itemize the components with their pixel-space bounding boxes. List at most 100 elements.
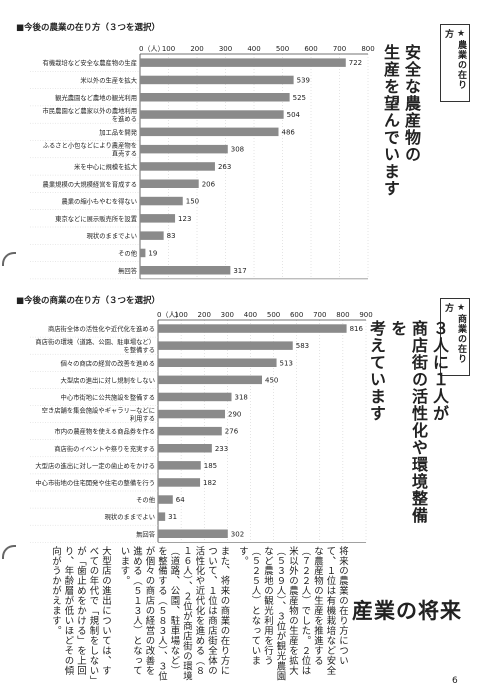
category-label: 個々の商店の経営の改善を進める	[61, 358, 155, 367]
bar	[158, 529, 228, 538]
bar	[140, 231, 164, 240]
tick-label: 200	[190, 45, 203, 53]
commerce-section-tag: ★商業の在り方	[440, 298, 470, 376]
article-paragraph: また、将来の商業の在り方について、１位は商店街全体の活性化や近代化を進める（８１…	[118, 546, 230, 682]
bar	[158, 375, 262, 385]
data-label: 513	[280, 359, 293, 367]
data-label: 290	[228, 411, 241, 419]
commerce-heading: ３人に１人が 商店街の活性化や環境整備を 考えています	[366, 320, 450, 534]
binder-mark-icon	[2, 545, 16, 559]
agriculture-heading: 安全な農産物の 生産を望んでいます	[380, 44, 422, 264]
category-label: 農業の縮小もやむを得ない	[61, 197, 137, 206]
bar	[158, 392, 232, 402]
bar	[158, 409, 226, 419]
tick-label: 500	[267, 311, 280, 319]
category-label: 加工品を開発	[99, 127, 137, 136]
bar	[140, 266, 231, 275]
category-label: 中心市街地の住宅開発や住宅の整備を行う	[35, 478, 155, 487]
tick-label: 700	[333, 45, 346, 53]
bar	[158, 478, 201, 487]
article-paragraph: 大型店の進出については、すべての年代で「規制をしない」が「歯止めをかける」を上回…	[50, 546, 111, 682]
tick-label: 900	[359, 311, 372, 319]
category-label: 市内の農産物を使える商品券を作る	[54, 427, 155, 436]
bar	[158, 324, 347, 333]
category-label: その他	[118, 248, 138, 257]
bar	[140, 162, 215, 171]
category-label: 有機栽培など安全な農産物の生産	[43, 58, 137, 67]
category-label: 大型店の進出に対し一定の歯止めをかける	[35, 461, 155, 470]
bar	[158, 426, 222, 436]
data-label: 302	[231, 530, 244, 538]
category-label: 中心市街地に公共施設を整備する	[61, 392, 155, 401]
category-label: 市民農園など農家以外の農地利用	[43, 106, 137, 115]
tick-label: 600	[304, 45, 317, 53]
tick-label: 500	[276, 45, 289, 53]
category-label: 商店街の環境（道路、公園、駐車場など）	[35, 337, 155, 346]
axis-unit-label: 0（人）	[139, 45, 164, 53]
bar	[158, 341, 293, 350]
binder-mark-icon	[2, 252, 16, 266]
tick-label: 100	[174, 311, 187, 319]
article-paragraph: 将来の農業の在り方につい て、１位は有機栽培など安全な農産物の生産を推進する（７…	[237, 546, 348, 682]
commerce-chart-title: ■今後の商業の在り方（３つを選択）	[16, 294, 160, 306]
data-label: 318	[234, 393, 247, 401]
data-label: 206	[202, 180, 216, 188]
axis-unit-label: 0（人）	[157, 311, 182, 319]
category-label: 観光農園など農地の観光利用	[55, 93, 137, 102]
tick-label: 400	[244, 311, 257, 319]
bar	[158, 358, 277, 367]
data-label: 525	[293, 94, 306, 102]
data-label: 31	[168, 513, 177, 521]
tick-label: 300	[219, 45, 232, 53]
data-label: 722	[349, 59, 362, 67]
category-label: 農業規模の大規模経営を育成する	[43, 179, 137, 188]
data-label: 317	[233, 267, 246, 275]
article-body: 将来の農業の在り方につい て、１位は有機栽培など安全な農産物の生産を推進する（７…	[50, 546, 348, 684]
bar	[158, 495, 173, 504]
data-label: 263	[218, 163, 231, 171]
data-label: 233	[215, 445, 228, 453]
bar	[140, 144, 228, 154]
agriculture-chart-title: ■今後の農業の在り方（３つを選択）	[16, 21, 160, 33]
data-label: 19	[148, 249, 157, 257]
heading-line: 安全な農産物の	[402, 44, 421, 163]
data-label: 308	[231, 146, 244, 154]
category-label: 商店街のイベントや祭りを充実する	[54, 444, 155, 453]
data-label: 450	[265, 376, 278, 384]
tick-label: 300	[221, 311, 234, 319]
data-label: 276	[225, 428, 239, 436]
category-label: 現状のままでよい	[105, 512, 155, 521]
tick-label: 400	[247, 45, 260, 53]
category-label: 現状のままでよい	[87, 231, 137, 240]
category-label: ふるさと小包などにより農産物を	[43, 141, 137, 150]
data-label: 83	[167, 232, 176, 240]
heading-line: 考えています	[367, 320, 386, 422]
category-label: 無回答	[136, 529, 156, 538]
chart-title-text: ■今後の農業の在り方（３つを選択）	[16, 23, 161, 33]
bar	[158, 461, 201, 470]
category-label: 大型店の進出に対し規制をしない	[61, 375, 155, 384]
data-label: 182	[203, 479, 216, 487]
feature-title: 産業の将来	[352, 599, 462, 623]
bar	[140, 110, 284, 119]
bar	[140, 248, 146, 258]
data-label: 539	[297, 76, 310, 84]
tick-label: 600	[290, 311, 303, 319]
category-label: 東京などに展示販売所を設置	[55, 214, 137, 223]
data-label: 816	[350, 325, 364, 333]
tick-label: 800	[336, 311, 349, 319]
data-label: 185	[204, 462, 217, 470]
data-label: 64	[176, 496, 185, 504]
tick-label: 200	[198, 311, 211, 319]
data-label: 486	[282, 128, 296, 136]
category-label: 米以外の生産を拡大	[80, 75, 137, 84]
tick-label: 700	[313, 311, 326, 319]
data-label: 583	[296, 342, 309, 350]
page-number: 6	[452, 676, 458, 686]
category-label: を進める	[112, 114, 137, 123]
category-label: 米を中心に規模を拡大	[74, 162, 138, 171]
bar	[140, 58, 346, 67]
category-label: その他	[136, 495, 156, 504]
